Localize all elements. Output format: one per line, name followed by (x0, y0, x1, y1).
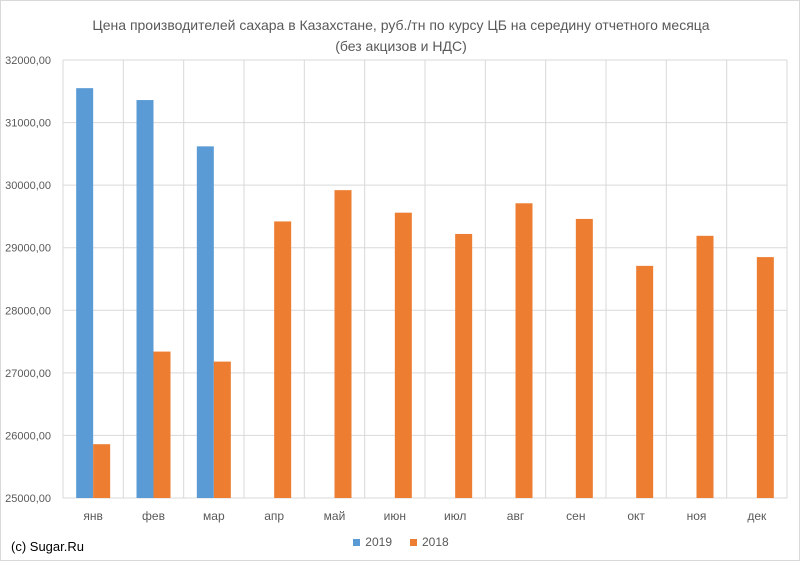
bar-2018-июн (394, 212, 412, 498)
legend-swatch-2019 (353, 538, 361, 546)
bar-2018-ноя (696, 235, 714, 498)
credit-text: (c) Sugar.Ru (11, 539, 84, 554)
x-tick-label: мар (203, 509, 225, 523)
y-tick-label: 29000,00 (5, 243, 51, 255)
x-tick-label: фев (142, 509, 165, 523)
legend-swatch-2018 (410, 538, 417, 546)
bar-2018-окт (636, 265, 654, 498)
bar-2018-авг (515, 203, 533, 498)
chart-subtitle: (без акцизов и НДС) (335, 38, 467, 54)
x-tick-label: окт (627, 509, 645, 523)
x-tick-label: июн (384, 509, 406, 523)
y-tick-label: 26000,00 (5, 430, 51, 442)
bar-2018-сен (575, 218, 593, 498)
x-tick-label: апр (264, 509, 284, 523)
legend-label-2019: 2019 (365, 535, 392, 549)
x-tick-label: авг (507, 509, 525, 523)
y-tick-label: 30000,00 (5, 180, 51, 192)
y-tick-label: 28000,00 (5, 305, 51, 317)
chart-title: Цена производителей сахара в Казахстане,… (92, 17, 710, 33)
x-tick-label: сен (566, 509, 585, 523)
bar-2018-дек (756, 257, 774, 498)
legend-item-2018: 2018 (410, 535, 449, 549)
bar-2018-апр (274, 221, 292, 499)
bar-2018-мар (213, 361, 231, 498)
legend-item-2019: 2019 (353, 535, 392, 549)
y-tick-label: 27000,00 (5, 368, 51, 380)
legend: 2019 2018 (1, 535, 800, 549)
bar-2018-июл (455, 233, 473, 498)
bar-2018-фев (153, 351, 171, 498)
y-tick-label: 31000,00 (5, 118, 51, 130)
y-tick-label: 32000,00 (5, 55, 51, 67)
y-tick-label: 25000,00 (5, 493, 51, 505)
x-tick-label: ноя (687, 509, 707, 523)
x-tick-label: дек (747, 509, 767, 523)
bar-2018-май (334, 190, 352, 499)
bar-2019-фев (136, 100, 154, 498)
bar-2019-янв (76, 88, 94, 499)
x-tick-label: май (324, 509, 346, 523)
x-tick-label: июл (444, 509, 466, 523)
legend-label-2018: 2018 (422, 535, 449, 549)
bar-2019-мар (196, 146, 214, 498)
bar-2018-янв (93, 444, 111, 498)
x-tick-label: янв (83, 509, 103, 523)
